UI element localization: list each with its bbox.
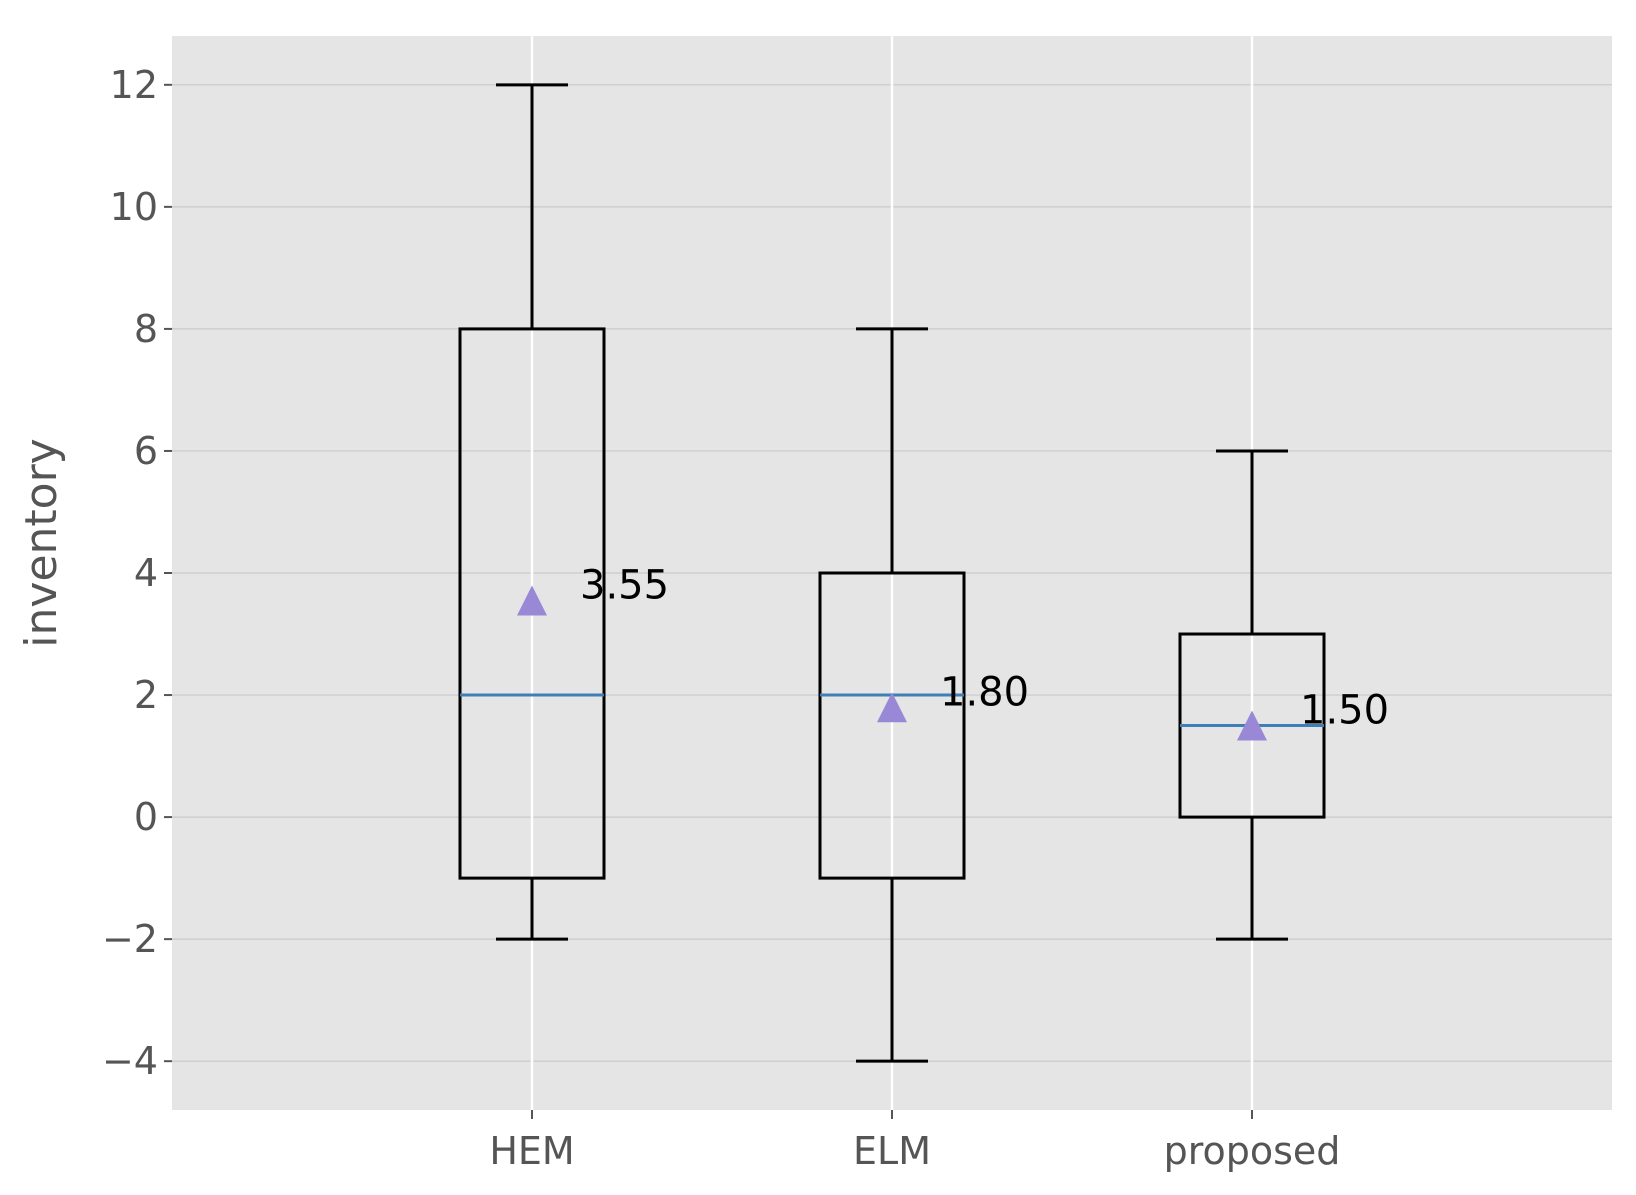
mean-marker	[1237, 710, 1267, 741]
y-tick-label: 12	[110, 63, 158, 107]
y-tick-label: 4	[134, 551, 158, 595]
boxes: 3.55 1.80 1.50	[458, 83, 1389, 1063]
mean-value-label: 3.55	[580, 562, 669, 608]
x-tick-label: proposed	[1164, 1129, 1341, 1173]
box-group: 1.80	[818, 327, 1029, 1063]
y-tick-label: 6	[134, 429, 158, 473]
box-group: 3.55	[458, 83, 669, 941]
box-iqr	[818, 571, 966, 880]
mean-value-label: 1.80	[940, 669, 1029, 715]
mean-marker	[517, 585, 547, 616]
y-tick-label: 0	[134, 795, 158, 839]
y-tick-label: 2	[134, 673, 158, 717]
x-tick-label: HEM	[489, 1129, 574, 1173]
y-axis-label: inventory	[16, 438, 67, 647]
y-tick-label: 8	[134, 307, 158, 351]
y-tick-label: −2	[102, 917, 158, 961]
mean-marker	[877, 692, 907, 723]
x-tick-label: ELM	[853, 1129, 931, 1173]
y-tick-label: −4	[102, 1039, 158, 1083]
mean-value-label: 1.50	[1300, 688, 1389, 734]
axes: −4 −2 0 2 4 6 8 10 12 HEM ELM proposed	[102, 63, 1340, 1173]
y-tick-label: 10	[110, 185, 158, 229]
box-group: 1.50	[1178, 449, 1389, 941]
box-iqr	[458, 327, 606, 880]
